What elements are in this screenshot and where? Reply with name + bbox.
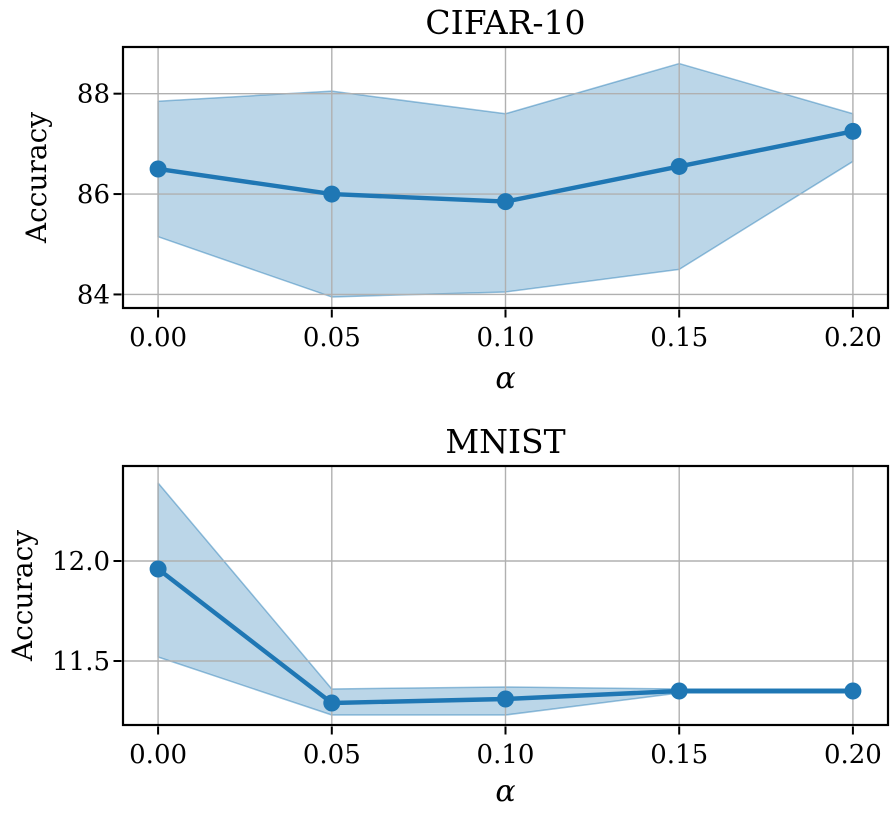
data-point-marker [670, 157, 688, 175]
chart-title: MNIST [445, 422, 565, 461]
cifar10-chart: 0.00 0.05 0.10 0.15 0.20 84 86 88 CIFAR-10 Accura… [20, 3, 890, 396]
x-tick-label: 0.15 [650, 740, 708, 770]
x-tick-label: 0.20 [824, 740, 882, 770]
y-tick-label: 84 [77, 280, 110, 310]
y-tick-label: 11.5 [52, 647, 110, 677]
data-point-marker [844, 682, 862, 700]
data-point-marker [670, 682, 688, 700]
data-point-marker [497, 193, 514, 211]
x-tick-label: 0.00 [129, 323, 187, 353]
x-tick-label: 0.00 [129, 740, 187, 770]
y-tick-label: 88 [77, 80, 110, 110]
y-tick-label: 12.0 [52, 547, 110, 577]
mnist-chart: 0.00 0.05 0.10 0.15 0.20 11.5 12.0 MNIST Accurac… [6, 422, 890, 809]
y-tick-label: 86 [77, 180, 110, 210]
axes-border [121, 45, 890, 310]
data-point-marker [323, 694, 341, 712]
x-tick-label: 0.05 [303, 323, 361, 353]
y-axis-label: Accuracy [20, 112, 53, 244]
chart-title: CIFAR-10 [425, 3, 585, 42]
data-point-marker [149, 160, 167, 178]
y-axis-label: Accuracy [6, 530, 39, 662]
axes-border [121, 464, 890, 727]
x-axis-label: α [495, 774, 515, 809]
x-tick-label: 0.10 [477, 740, 535, 770]
x-tick-label: 0.20 [824, 323, 882, 353]
data-point-marker [844, 122, 862, 140]
x-tick-label: 0.10 [477, 323, 535, 353]
data-point-marker [497, 690, 514, 708]
data-point-marker [149, 560, 167, 578]
x-tick-label: 0.05 [303, 740, 361, 770]
data-point-marker [323, 185, 341, 203]
x-tick-label: 0.15 [650, 323, 708, 353]
x-axis-label: α [495, 361, 515, 396]
